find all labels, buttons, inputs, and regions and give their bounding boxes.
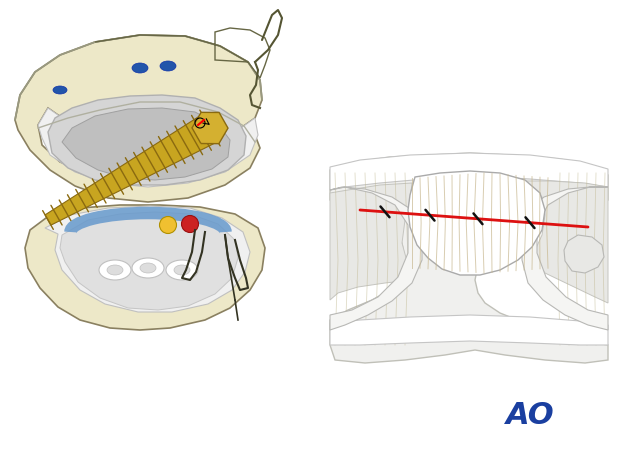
Ellipse shape [174, 265, 190, 275]
Polygon shape [45, 206, 250, 312]
Polygon shape [192, 112, 228, 144]
Circle shape [159, 217, 177, 234]
Polygon shape [330, 315, 608, 345]
Polygon shape [15, 35, 262, 202]
Ellipse shape [99, 260, 131, 280]
Ellipse shape [166, 260, 198, 280]
Polygon shape [564, 235, 604, 273]
Polygon shape [330, 153, 608, 190]
Polygon shape [330, 183, 412, 300]
Polygon shape [62, 108, 230, 180]
Ellipse shape [132, 258, 164, 278]
Text: AO: AO [506, 401, 554, 430]
Polygon shape [408, 171, 545, 275]
Polygon shape [45, 114, 218, 225]
Polygon shape [38, 108, 258, 187]
Polygon shape [525, 181, 608, 303]
Ellipse shape [140, 263, 156, 273]
Polygon shape [48, 95, 246, 185]
Polygon shape [330, 153, 608, 363]
Polygon shape [25, 205, 265, 330]
Ellipse shape [160, 61, 176, 71]
Circle shape [182, 215, 198, 233]
Polygon shape [522, 187, 608, 330]
Ellipse shape [132, 63, 148, 73]
Polygon shape [330, 187, 422, 330]
Ellipse shape [53, 86, 67, 94]
Ellipse shape [107, 265, 123, 275]
Polygon shape [60, 212, 238, 310]
